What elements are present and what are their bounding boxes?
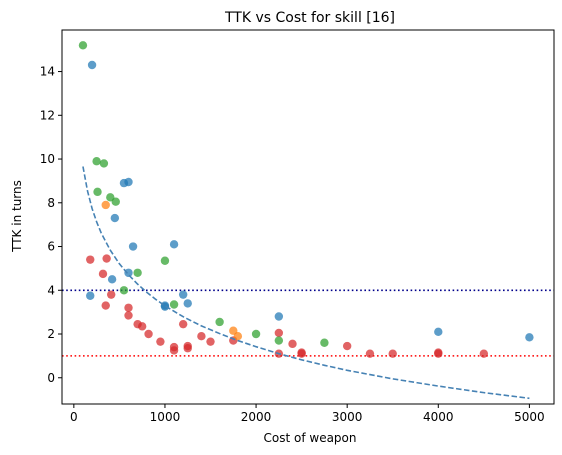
trend-line: [82, 166, 530, 400]
data-point-s1-17: [197, 332, 206, 341]
data-point-s2-1: [86, 291, 95, 300]
data-point-s1-27: [388, 349, 397, 358]
y-tick-label: 12: [40, 108, 55, 122]
data-point-s2-14: [274, 312, 284, 321]
y-axis-label: TTK in turns: [10, 180, 24, 253]
data-point-s2-12: [178, 290, 188, 299]
data-point-s3-9: [160, 256, 170, 265]
data-point-s3-10: [169, 300, 179, 309]
data-point-s3-11: [215, 317, 224, 327]
data-point-s3-13: [274, 336, 284, 345]
data-point-s1-14: [178, 319, 188, 329]
data-point-s3-1: [78, 41, 88, 50]
data-point-s3-12: [251, 329, 261, 339]
data-point-s1-25: [342, 341, 352, 351]
data-point-s2-8: [128, 242, 138, 251]
data-point-s2-16: [525, 333, 534, 342]
y-tick-label: 8: [47, 196, 55, 210]
data-point-s1-10: [144, 329, 153, 339]
x-tick-label: 0: [70, 410, 78, 424]
data-point-s1-16: [183, 344, 192, 353]
x-tick-label: 4000: [423, 410, 454, 424]
data-point-s1-2: [98, 269, 108, 279]
data-point-s2-13: [183, 299, 192, 308]
x-axis-label: Cost of weapon: [264, 431, 357, 445]
data-point-s3-3: [93, 187, 102, 197]
data-point-s1-7: [124, 311, 133, 320]
data-point-s3-7: [119, 286, 129, 295]
data-point-s3-6: [111, 197, 120, 206]
y-tick-label: 14: [40, 65, 55, 79]
data-point-s1-24: [297, 349, 306, 358]
data-point-s1-3: [101, 301, 110, 310]
chart-title: TTK vs Cost for skill [16]: [224, 10, 395, 26]
data-point-s1-9: [137, 322, 147, 331]
data-point-s3-4: [99, 159, 109, 168]
data-point-s4-3: [233, 332, 243, 341]
y-tick-label: 2: [47, 327, 55, 341]
y-tick-label: 0: [47, 371, 55, 385]
data-point-s2-6: [124, 177, 133, 187]
x-tick-label: 3000: [332, 410, 363, 424]
data-point-s1-30: [479, 349, 489, 358]
y-tick-label: 4: [47, 283, 55, 297]
data-point-s1-22: [288, 339, 297, 349]
data-point-s3-2: [92, 157, 101, 166]
data-point-s1-20: [274, 328, 284, 338]
data-point-s1-11: [156, 337, 165, 346]
y-tick-label: 10: [40, 152, 55, 166]
data-point-s1-6: [124, 303, 133, 312]
data-point-s2-15: [434, 327, 443, 337]
data-point-s2-3: [107, 275, 117, 284]
axes-frame: [61, 29, 555, 405]
data-point-s1-13: [169, 346, 179, 355]
y-tick-label: 6: [47, 240, 55, 254]
data-point-s1-1: [86, 255, 95, 264]
data-point-s1-26: [365, 349, 375, 358]
data-point-s2-11: [169, 240, 179, 249]
x-tick-label: 1000: [150, 410, 181, 424]
data-point-s1-29: [434, 348, 443, 357]
data-point-s2-7: [124, 268, 133, 277]
data-point-s1-18: [206, 337, 215, 346]
data-point-s1-4: [102, 254, 111, 263]
data-point-s4-1: [101, 200, 110, 210]
data-point-s2-2: [87, 60, 97, 70]
data-point-s3-8: [133, 268, 142, 277]
plot-area: 0 1000 2000 3000 4000 5000 0 2 4 6 8 10 12 14: [40, 29, 555, 424]
data-point-s2-4: [110, 213, 120, 223]
x-tick-label: 5000: [514, 410, 545, 424]
x-tick-label: 2000: [241, 410, 272, 424]
data-point-s3-14: [320, 338, 329, 347]
data-point-s1-5: [107, 290, 116, 299]
